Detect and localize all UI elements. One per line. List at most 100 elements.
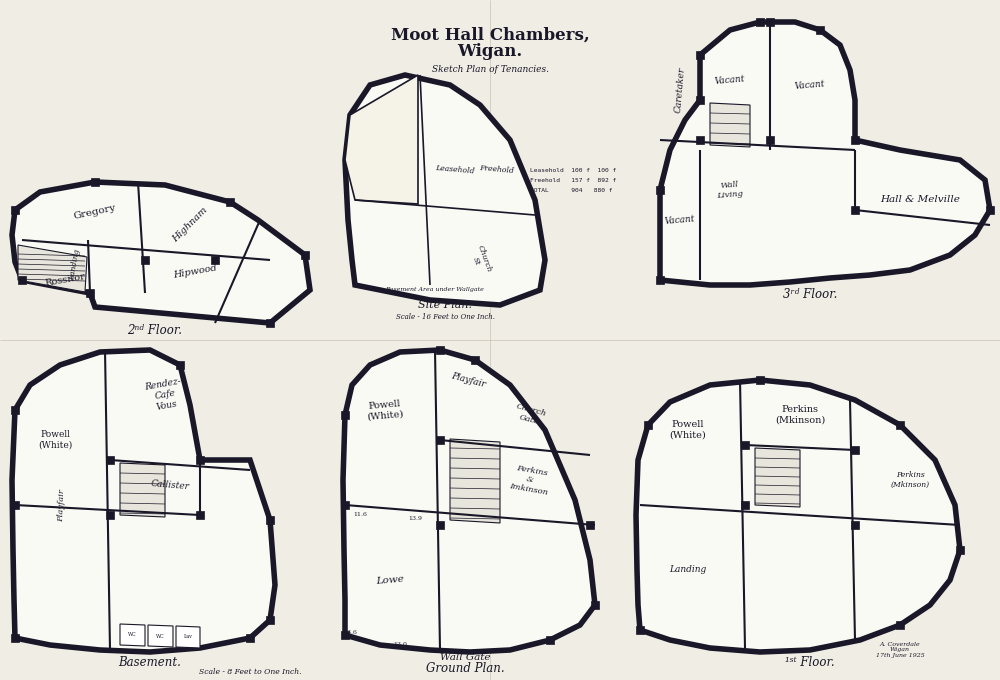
Polygon shape bbox=[471, 356, 479, 364]
Text: 13.9: 13.9 bbox=[408, 515, 422, 520]
Polygon shape bbox=[436, 346, 444, 354]
Text: Playfair: Playfair bbox=[57, 488, 67, 522]
Text: WC: WC bbox=[128, 632, 136, 638]
Text: Ground Plan.: Ground Plan. bbox=[426, 662, 504, 675]
Polygon shape bbox=[226, 198, 234, 206]
Polygon shape bbox=[12, 350, 275, 652]
Polygon shape bbox=[91, 178, 99, 186]
Polygon shape bbox=[436, 436, 444, 444]
Polygon shape bbox=[851, 446, 859, 454]
Text: 2ⁿᵈ Floor.: 2ⁿᵈ Floor. bbox=[128, 324, 182, 337]
Polygon shape bbox=[11, 501, 19, 509]
Polygon shape bbox=[450, 439, 500, 523]
Polygon shape bbox=[345, 75, 545, 305]
Text: 3ʳᵈ Floor.: 3ʳᵈ Floor. bbox=[783, 288, 837, 301]
Text: Perkins
(Mkinson): Perkins (Mkinson) bbox=[775, 405, 825, 425]
Polygon shape bbox=[341, 411, 349, 419]
Text: 13.0: 13.0 bbox=[393, 641, 407, 647]
Polygon shape bbox=[741, 441, 749, 449]
Text: Playfair: Playfair bbox=[450, 371, 486, 389]
Text: 13.6: 13.6 bbox=[343, 630, 357, 634]
Text: Landing: Landing bbox=[669, 566, 707, 575]
Text: Vacant: Vacant bbox=[794, 79, 826, 91]
Text: Wigan.: Wigan. bbox=[457, 44, 523, 61]
Polygon shape bbox=[696, 96, 704, 104]
Text: 11.6: 11.6 bbox=[353, 513, 367, 517]
Polygon shape bbox=[851, 521, 859, 529]
Polygon shape bbox=[301, 251, 309, 259]
Polygon shape bbox=[696, 136, 704, 144]
Polygon shape bbox=[436, 521, 444, 529]
Polygon shape bbox=[120, 463, 165, 517]
Text: Highnam: Highnam bbox=[171, 206, 209, 244]
Text: Powell
(White): Powell (White) bbox=[38, 430, 72, 449]
Text: Church
Gate: Church Gate bbox=[513, 403, 547, 427]
Polygon shape bbox=[710, 103, 750, 147]
Text: TOTAL      904   880 f: TOTAL 904 880 f bbox=[530, 188, 612, 192]
Polygon shape bbox=[266, 319, 274, 327]
Polygon shape bbox=[196, 511, 204, 519]
Text: Moot Hall Chambers,: Moot Hall Chambers, bbox=[391, 27, 589, 44]
Text: ¹ˢᵗ Floor.: ¹ˢᵗ Floor. bbox=[785, 656, 835, 668]
Text: Powell
(White): Powell (White) bbox=[366, 398, 404, 422]
Polygon shape bbox=[12, 182, 310, 323]
Text: Landing: Landing bbox=[68, 249, 82, 282]
Text: Lav: Lav bbox=[184, 634, 192, 639]
Polygon shape bbox=[211, 256, 219, 264]
Polygon shape bbox=[956, 546, 964, 554]
Polygon shape bbox=[741, 501, 749, 509]
Text: Hipwood: Hipwood bbox=[172, 264, 218, 280]
Polygon shape bbox=[266, 616, 274, 624]
Polygon shape bbox=[851, 206, 859, 214]
Text: Scale - 8 Feet to One Inch.: Scale - 8 Feet to One Inch. bbox=[199, 668, 301, 676]
Text: Site Plan.: Site Plan. bbox=[418, 300, 472, 310]
Polygon shape bbox=[11, 406, 19, 414]
Polygon shape bbox=[656, 186, 664, 194]
Text: Lowe: Lowe bbox=[376, 575, 404, 585]
Text: Perkins
(Mkinson): Perkins (Mkinson) bbox=[890, 471, 930, 489]
Polygon shape bbox=[176, 361, 184, 369]
Polygon shape bbox=[696, 51, 704, 59]
Text: Powell
(White): Powell (White) bbox=[670, 420, 706, 440]
Polygon shape bbox=[106, 511, 114, 519]
Polygon shape bbox=[546, 636, 554, 644]
Polygon shape bbox=[106, 456, 114, 464]
Polygon shape bbox=[345, 75, 418, 204]
Polygon shape bbox=[636, 380, 960, 652]
Text: Basement Area under Wallgate: Basement Area under Wallgate bbox=[386, 288, 484, 292]
Text: Gregory: Gregory bbox=[73, 203, 117, 221]
Text: A. Coverdale
Wigan
17th June 1925: A. Coverdale Wigan 17th June 1925 bbox=[876, 642, 924, 658]
Text: Vacant: Vacant bbox=[664, 214, 696, 226]
Polygon shape bbox=[341, 631, 349, 639]
Polygon shape bbox=[18, 245, 87, 292]
Text: Callister: Callister bbox=[150, 479, 190, 491]
Polygon shape bbox=[11, 634, 19, 642]
Polygon shape bbox=[120, 624, 145, 646]
Text: WC: WC bbox=[156, 634, 164, 639]
Polygon shape bbox=[766, 18, 774, 26]
Text: Leasehold: Leasehold bbox=[435, 165, 475, 175]
Text: Caretaker: Caretaker bbox=[674, 67, 686, 114]
Text: Leasehold  100 f  100 f: Leasehold 100 f 100 f bbox=[530, 167, 616, 173]
Polygon shape bbox=[766, 136, 774, 144]
Text: Wall
Living: Wall Living bbox=[716, 180, 744, 200]
Polygon shape bbox=[755, 448, 800, 507]
Polygon shape bbox=[246, 634, 254, 642]
Polygon shape bbox=[636, 626, 644, 634]
Text: Vacant: Vacant bbox=[714, 74, 746, 86]
Polygon shape bbox=[196, 456, 204, 464]
Polygon shape bbox=[896, 421, 904, 429]
Polygon shape bbox=[18, 276, 26, 284]
Polygon shape bbox=[343, 350, 595, 652]
Text: Freehold: Freehold bbox=[479, 165, 515, 175]
Polygon shape bbox=[586, 521, 594, 529]
Text: Freehold   157 f  892 f: Freehold 157 f 892 f bbox=[530, 177, 616, 182]
Polygon shape bbox=[896, 621, 904, 629]
Polygon shape bbox=[756, 18, 764, 26]
Polygon shape bbox=[986, 206, 994, 214]
Polygon shape bbox=[591, 601, 599, 609]
Text: Perkins
&
Imkinson: Perkins & Imkinson bbox=[509, 464, 551, 496]
Polygon shape bbox=[644, 421, 652, 429]
Polygon shape bbox=[86, 289, 94, 297]
Text: Rossitor: Rossitor bbox=[44, 272, 86, 288]
